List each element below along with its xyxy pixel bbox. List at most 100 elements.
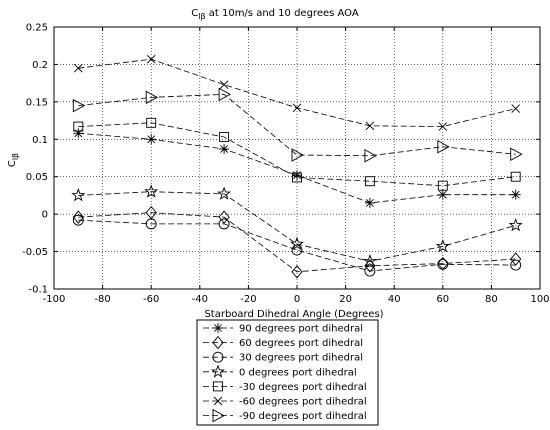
data-point-marker (437, 180, 448, 191)
data-point-marker (218, 210, 230, 224)
data-point-marker (73, 63, 83, 73)
series-line-6 (78, 93, 516, 157)
y-tick-label: -0.05 (22, 247, 48, 258)
plot-frame (53, 26, 541, 290)
y-axis-label-symbol: C (7, 160, 18, 167)
x-tick-label: 60 (436, 294, 449, 305)
data-point-marker (217, 186, 232, 200)
x-tick-label: -20 (240, 294, 256, 305)
legend-label: -60 degrees port dihedral (239, 397, 367, 408)
legend-marker (213, 323, 223, 333)
data-point-marker (218, 218, 230, 230)
x-tick-label: 40 (388, 294, 401, 305)
series-line-1 (78, 212, 516, 273)
data-point-marker (146, 54, 156, 64)
legend-entry: 60 degrees port dihedral (203, 335, 363, 350)
y-tick-label: 0.15 (26, 97, 48, 108)
data-point-marker (365, 121, 375, 131)
data-point-marker (511, 104, 521, 113)
legend-entry: -60 degrees port dihedral (203, 397, 367, 408)
title-subscript: lβ (198, 12, 205, 21)
series-line-2 (78, 219, 516, 272)
data-point-marker (291, 265, 303, 279)
legend-marker (212, 335, 224, 350)
data-point-marker (219, 80, 229, 89)
data-point-marker (290, 236, 304, 250)
y-axis-label: Clβ (7, 153, 20, 167)
legend-marker (213, 381, 223, 392)
data-point-marker (72, 210, 84, 224)
legend-label: -90 degrees port dihedral (239, 411, 367, 422)
data-point-marker (291, 244, 303, 256)
data-point-marker (145, 90, 159, 105)
data-point-marker (219, 144, 230, 155)
data-point-marker (508, 218, 523, 232)
data-point-marker (72, 214, 84, 226)
x-tick-label: 20 (339, 294, 352, 305)
legend-marker (213, 396, 223, 406)
data-point-marker (510, 252, 522, 266)
data-point-marker (292, 172, 302, 183)
x-axis-label: Starboard Dihedral Angle (Degrees) (204, 309, 383, 320)
y-tick-label: 0.05 (26, 172, 48, 183)
x-tick-label: -60 (143, 294, 159, 305)
data-point-marker (437, 140, 450, 154)
y-tick-label: 0.2 (32, 60, 48, 71)
legend-entry: 90 degrees port dihedral (203, 323, 363, 335)
x-axis-ticks: -100 -80 -60 -40 -20 0 20 40 60 80 100 (43, 27, 550, 305)
x-tick-label: -80 (94, 294, 110, 305)
data-point-marker (437, 258, 449, 270)
x-tick-label: -40 (192, 294, 208, 305)
x-tick-label: 100 (530, 294, 549, 305)
y-axis-label-subscript: lβ (11, 153, 20, 160)
data-point-marker (364, 265, 376, 277)
legend-entry: 0 degrees port dihedral (203, 364, 357, 378)
data-point-marker (364, 148, 377, 163)
legend-label: 0 degrees port dihedral (239, 367, 357, 378)
data-point-marker (364, 176, 375, 187)
data-point-marker (510, 171, 521, 182)
legend-box (196, 319, 379, 426)
data-point-marker (73, 128, 84, 139)
data-point-marker (73, 121, 84, 132)
legend-label: 90 degrees port dihedral (239, 324, 363, 335)
legend: 90 degrees port dihedral 60 degrees port … (196, 319, 379, 426)
data-point-marker (71, 188, 86, 202)
data-point-marker (219, 132, 230, 142)
legend-label: 60 degrees port dihedral (239, 338, 363, 349)
data-point-marker (72, 98, 86, 113)
data-point-marker (144, 184, 159, 198)
series-line-3 (78, 191, 516, 262)
data-point-marker (362, 254, 377, 268)
data-point-marker (437, 189, 448, 200)
x-tick-label: 0 (294, 294, 300, 305)
data-point-marker (364, 259, 376, 273)
data-point-marker (364, 197, 375, 208)
data-point-marker (218, 87, 232, 102)
data-point-marker (438, 122, 448, 131)
data-point-marker (291, 148, 304, 162)
data-point-marker (145, 218, 157, 230)
series-markers (71, 54, 523, 279)
data-point-marker (510, 259, 522, 271)
y-tick-label: -0.1 (28, 285, 48, 296)
legend-label: 30 degrees port dihedral (239, 353, 363, 364)
data-point-marker (292, 103, 302, 113)
legend-entry: -90 degrees port dihedral (203, 408, 367, 423)
y-axis-ticks: -0.1 -0.05 0 0.05 0.1 0.15 0.2 0.25 (22, 23, 540, 296)
data-point-marker (510, 189, 521, 200)
x-tick-label: 80 (485, 294, 498, 305)
x-tick-label: -100 (43, 294, 66, 305)
data-point-marker (435, 239, 450, 253)
legend-marker (212, 351, 224, 363)
y-tick-label: 0 (42, 210, 48, 221)
title-text: at 10m/s and 10 degrees AOA (206, 8, 359, 19)
y-tick-label: 0.1 (32, 135, 48, 146)
title-symbol: C (191, 8, 198, 19)
data-point-marker (510, 147, 523, 162)
data-point-marker (146, 117, 157, 128)
chart-title: Clβ at 10m/s and 10 degrees AOA (191, 8, 359, 21)
legend-entry: -30 degrees port dihedral (203, 381, 367, 393)
legend-entry: 30 degrees port dihedral (203, 351, 363, 364)
